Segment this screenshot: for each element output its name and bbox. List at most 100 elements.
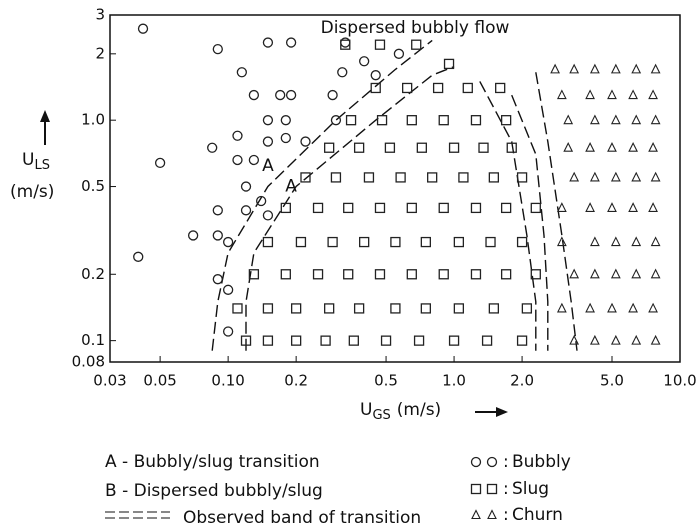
- x-tick-label: 5.0: [600, 372, 624, 390]
- data-point: [154, 157, 166, 169]
- data-point: [330, 172, 342, 183]
- data-point: [232, 154, 243, 166]
- data-point: [470, 115, 482, 126]
- data-point: [370, 70, 381, 81]
- data-point: [631, 114, 642, 125]
- x-label-sub: GS: [372, 408, 390, 423]
- data-point: [285, 89, 297, 101]
- data-point: [610, 63, 621, 74]
- data-point: [212, 274, 223, 285]
- data-point: [240, 205, 252, 216]
- data-point: [212, 43, 223, 55]
- data-point: [393, 48, 405, 59]
- data-point: [628, 202, 638, 212]
- data-point: [348, 335, 359, 346]
- data-point: [370, 82, 381, 94]
- data-point: [453, 236, 465, 248]
- y-tick-label: 0.1: [81, 331, 105, 349]
- data-point: [650, 334, 661, 345]
- legend-separator: :: [503, 452, 509, 472]
- data-point: [248, 154, 260, 166]
- data-point: [453, 303, 465, 314]
- data-point: [550, 63, 560, 74]
- data-point: [607, 302, 617, 313]
- data-point: [438, 269, 449, 280]
- data-point: [650, 63, 661, 74]
- data-point: [516, 236, 528, 248]
- data-point: [458, 172, 469, 183]
- data-point: [416, 142, 427, 153]
- data-point: [376, 115, 388, 126]
- data-point: [384, 142, 396, 153]
- legend-marker: [486, 483, 498, 495]
- data-point: [248, 89, 260, 101]
- data-point: [500, 202, 512, 214]
- data-point: [374, 39, 386, 50]
- data-point: [585, 89, 595, 100]
- data-point: [563, 114, 574, 125]
- data-point: [556, 202, 567, 212]
- data-point: [280, 269, 291, 280]
- data-point: [610, 171, 621, 182]
- data-point: [275, 89, 286, 101]
- data-point: [556, 302, 567, 313]
- data-point: [295, 236, 307, 248]
- data-point: [589, 171, 600, 182]
- data-point: [443, 58, 455, 70]
- data-point: [343, 202, 354, 214]
- data-point: [648, 89, 658, 100]
- data-point: [290, 303, 302, 314]
- data-point: [648, 202, 658, 212]
- x-tick-label: 1.0: [442, 372, 466, 390]
- data-point: [240, 335, 252, 346]
- data-point: [262, 303, 274, 314]
- data-point: [256, 195, 267, 207]
- data-point: [589, 236, 600, 247]
- data-point: [628, 141, 638, 152]
- data-point: [232, 130, 243, 141]
- data-point: [530, 202, 541, 214]
- data-point: [207, 142, 218, 153]
- data-point: [337, 67, 348, 78]
- data-point: [556, 89, 567, 100]
- data-point: [516, 172, 528, 183]
- data-point: [650, 171, 661, 182]
- y-tick-label: 1.0: [81, 111, 105, 129]
- data-point: [285, 37, 297, 48]
- legend-marker: [471, 509, 481, 520]
- data-point: [280, 115, 291, 126]
- data-point: [648, 141, 658, 152]
- data-point: [390, 236, 401, 248]
- x-tick-label: 0.10: [211, 372, 244, 390]
- data-point: [236, 67, 247, 78]
- data-point: [330, 115, 342, 126]
- data-point: [411, 39, 422, 50]
- data-point: [212, 205, 223, 216]
- data-point: [320, 335, 331, 346]
- legend-label: Slug: [512, 479, 549, 499]
- data-point: [610, 268, 621, 279]
- data-point: [556, 236, 567, 247]
- annotation: A: [285, 177, 297, 197]
- data-point: [222, 236, 234, 248]
- data-point: [569, 268, 580, 279]
- data-point: [262, 236, 274, 248]
- x-tick-label: 0.2: [284, 372, 308, 390]
- data-point: [631, 171, 642, 182]
- data-point: [340, 37, 351, 48]
- data-point: [485, 236, 496, 248]
- x-tick-label: 0.03: [93, 372, 126, 390]
- data-point: [628, 89, 638, 100]
- data-point: [353, 303, 365, 314]
- data-point: [648, 302, 658, 313]
- data-point: [610, 236, 621, 247]
- data-point: [589, 63, 600, 74]
- data-point: [432, 82, 444, 94]
- legend-marker: [470, 456, 482, 468]
- y-tick-label: 0.08: [72, 353, 105, 371]
- data-point: [448, 335, 460, 346]
- y-tick-label: 3: [95, 6, 105, 24]
- data-point: [500, 115, 512, 126]
